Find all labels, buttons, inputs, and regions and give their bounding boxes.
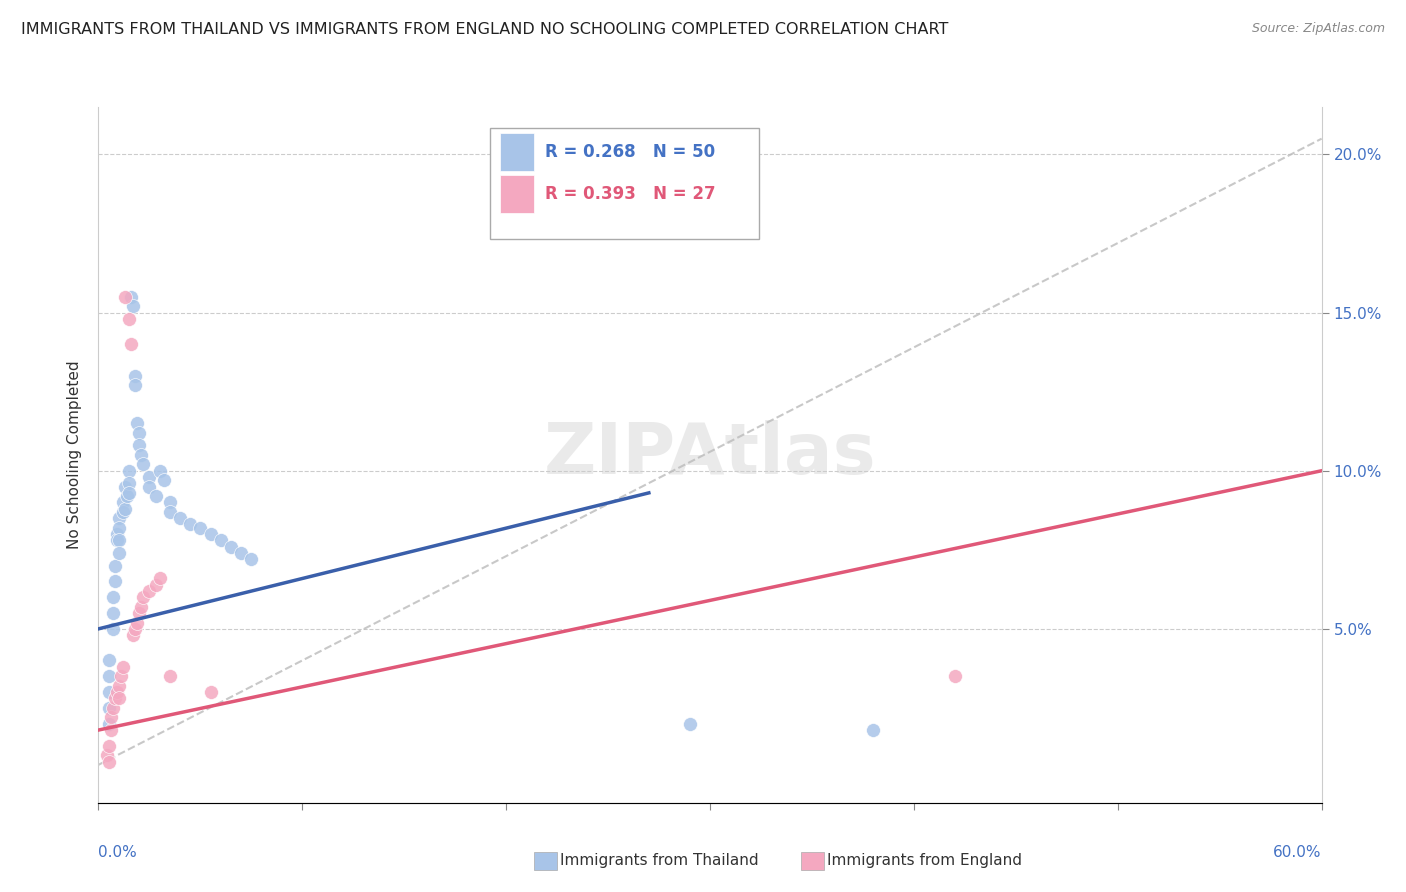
Point (127, 417, 149, 431)
Point (138, 583, 160, 598)
Point (124, 378, 146, 392)
Point (200, 527, 222, 541)
Text: R = 0.393   N = 27: R = 0.393 N = 27 (546, 185, 716, 203)
Point (118, 464, 141, 478)
Point (209, 533, 232, 548)
Point (138, 470, 160, 484)
Point (100, 723, 122, 737)
Text: R = 0.268   N = 50: R = 0.268 N = 50 (546, 144, 716, 161)
Point (105, 527, 128, 541)
Point (124, 368, 146, 383)
Point (118, 476, 141, 491)
Point (101, 622, 124, 636)
Point (114, 479, 136, 493)
Point (111, 495, 134, 509)
Y-axis label: No Schooling Completed: No Schooling Completed (67, 360, 83, 549)
Point (132, 591, 155, 605)
Point (169, 511, 191, 525)
Point (159, 505, 181, 519)
Point (149, 464, 172, 478)
Point (219, 540, 242, 554)
Text: Immigrants from Thailand: Immigrants from Thailand (560, 854, 758, 868)
Point (108, 511, 131, 525)
Text: IMMIGRANTS FROM THAILAND VS IMMIGRANTS FROM ENGLAND NO SCHOOLING COMPLETED CORRE: IMMIGRANTS FROM THAILAND VS IMMIGRANTS F… (21, 22, 949, 37)
Bar (499, 133, 534, 171)
Point (97, 701, 120, 715)
Point (115, 489, 138, 503)
Point (114, 290, 136, 304)
Point (120, 337, 142, 351)
Text: ZIPAtlas: ZIPAtlas (544, 420, 876, 490)
Point (105, 533, 128, 548)
Point (97, 755, 120, 769)
Point (149, 571, 172, 585)
Point (127, 615, 149, 630)
Point (152, 473, 174, 487)
Point (122, 628, 145, 642)
Point (679, 716, 702, 731)
Point (145, 489, 167, 503)
Point (100, 710, 122, 724)
Point (108, 691, 131, 706)
Point (128, 438, 150, 452)
Point (110, 669, 132, 683)
Point (101, 606, 124, 620)
Point (943, 669, 966, 683)
Point (132, 458, 155, 472)
Point (97, 716, 120, 731)
Point (231, 546, 253, 560)
Point (120, 290, 142, 304)
Point (179, 517, 201, 532)
Point (159, 669, 181, 683)
Point (138, 479, 160, 493)
Point (129, 448, 152, 462)
Text: 60.0%: 60.0% (1274, 845, 1322, 860)
Point (122, 299, 145, 313)
Point (101, 701, 124, 715)
Bar (499, 175, 534, 213)
Point (240, 552, 263, 566)
Point (862, 723, 884, 737)
Text: Source: ZipAtlas.com: Source: ZipAtlas.com (1251, 22, 1385, 36)
Point (118, 486, 141, 500)
Point (114, 501, 136, 516)
Point (96, 748, 118, 763)
Point (108, 546, 131, 560)
Point (108, 533, 131, 548)
Text: 0.0%: 0.0% (98, 845, 138, 860)
Point (111, 505, 134, 519)
Point (104, 691, 127, 706)
Text: Immigrants from England: Immigrants from England (827, 854, 1022, 868)
Point (104, 558, 127, 573)
Point (108, 521, 131, 535)
Point (97, 739, 120, 753)
Point (105, 685, 128, 699)
Point (188, 521, 212, 535)
Point (145, 577, 167, 591)
Point (128, 425, 150, 440)
Point (118, 312, 141, 326)
Point (129, 599, 152, 614)
Point (159, 495, 181, 509)
Point (108, 679, 131, 693)
Point (97, 685, 120, 699)
Point (104, 574, 127, 589)
Point (97, 653, 120, 667)
Point (101, 591, 124, 605)
Point (128, 606, 150, 620)
Point (111, 660, 134, 674)
Point (200, 685, 222, 699)
Point (97, 669, 120, 683)
Point (124, 622, 146, 636)
FancyBboxPatch shape (489, 128, 759, 239)
